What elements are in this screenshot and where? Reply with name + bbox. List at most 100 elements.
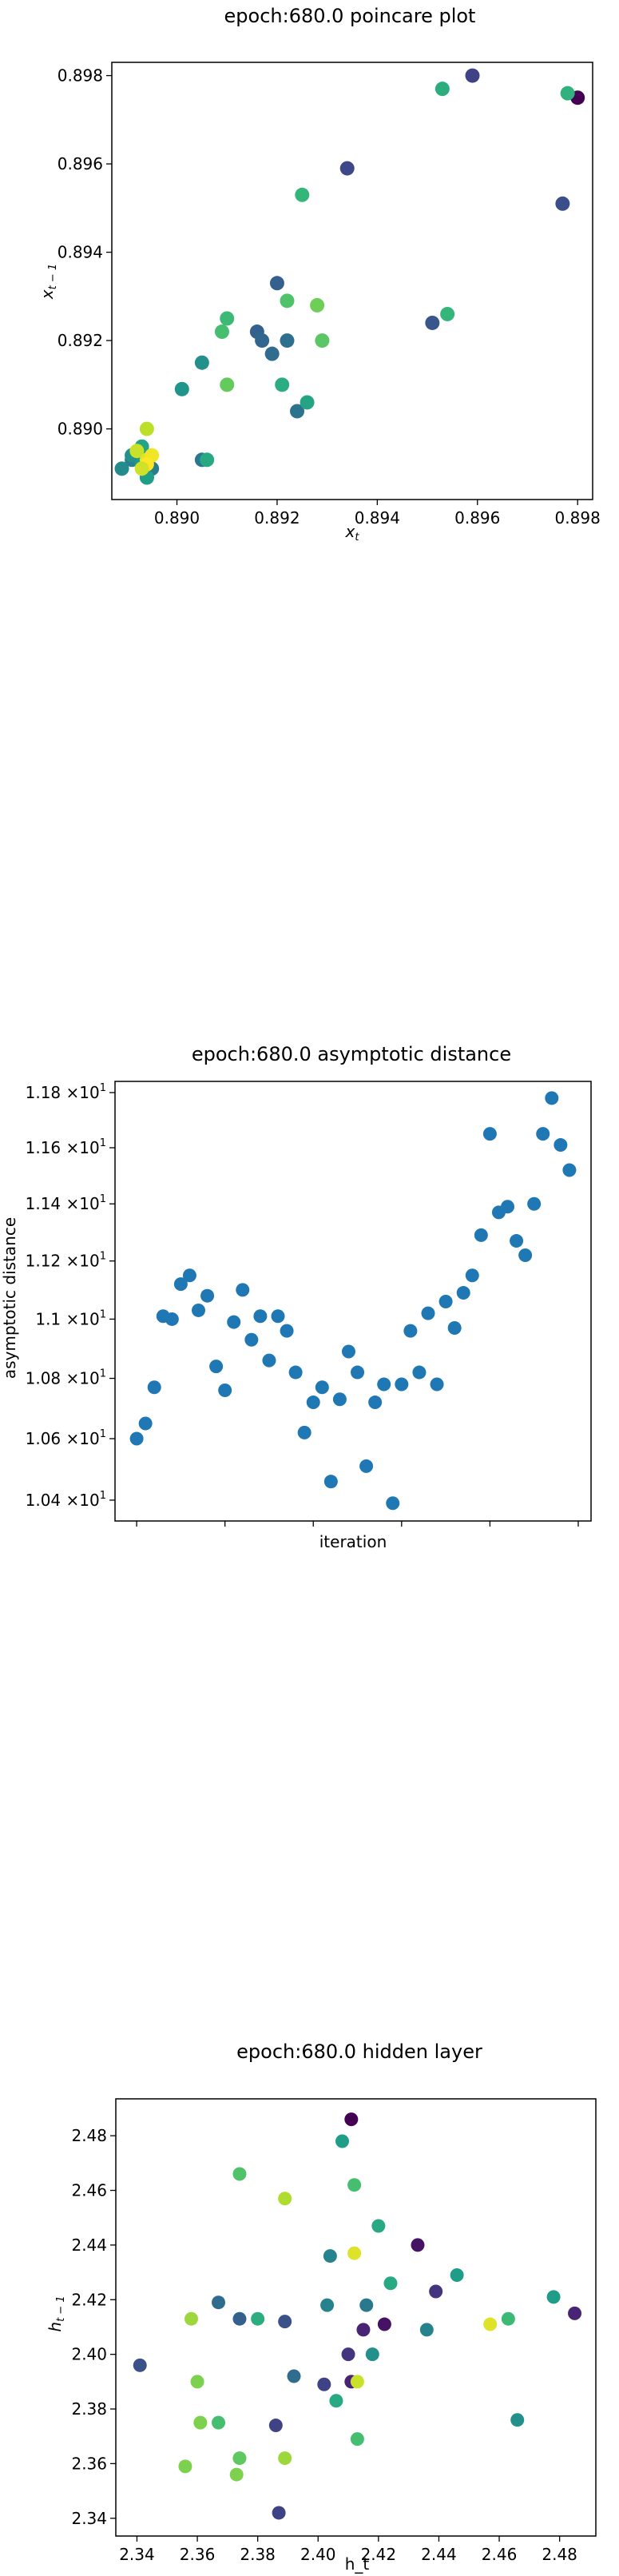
y-axis-label: xt − 1 bbox=[38, 264, 59, 300]
data-point bbox=[147, 1380, 161, 1395]
data-point bbox=[403, 1324, 418, 1338]
asymptotic-distance-chart: epoch:680.0 asymptotic distance 01020304… bbox=[26, 1043, 592, 1527]
y-tick-label: 2.34 bbox=[71, 2509, 107, 2528]
data-point bbox=[554, 1138, 568, 1153]
data-point bbox=[193, 2415, 208, 2430]
data-point bbox=[359, 2298, 374, 2312]
data-point bbox=[350, 2375, 364, 2389]
data-point bbox=[465, 68, 480, 83]
data-point bbox=[129, 444, 145, 459]
data-point bbox=[482, 1127, 497, 1141]
marks-layer bbox=[114, 68, 585, 485]
data-point bbox=[351, 1365, 365, 1380]
x-tick-label: 0.892 bbox=[254, 508, 300, 528]
data-point bbox=[332, 1392, 347, 1407]
data-point bbox=[280, 1324, 294, 1338]
data-point bbox=[232, 2167, 247, 2181]
data-point bbox=[165, 1312, 179, 1326]
data-point bbox=[329, 2394, 343, 2408]
x-tick-label: 2.36 bbox=[180, 2545, 216, 2564]
y-tick-label: 1.1 ×101 bbox=[35, 1308, 106, 1328]
data-point bbox=[190, 2375, 204, 2389]
x-axis: 2.34 2.36 2.38 2.40 2.42 2.44 2.46 2.48 bbox=[119, 2536, 577, 2564]
data-point bbox=[483, 2317, 498, 2331]
y-tick-label: 2.38 bbox=[71, 2399, 107, 2419]
data-point bbox=[200, 452, 215, 468]
data-point bbox=[359, 1459, 374, 1473]
x-tick-label: 2.44 bbox=[421, 2545, 457, 2564]
data-point bbox=[425, 315, 440, 330]
data-point bbox=[411, 2238, 425, 2252]
data-point bbox=[232, 2311, 247, 2326]
data-point bbox=[320, 2298, 335, 2312]
data-point bbox=[300, 395, 315, 410]
data-point bbox=[323, 1475, 338, 1489]
x-axis: 0.890 0.892 0.894 0.896 0.898 bbox=[154, 500, 601, 528]
plot-frame bbox=[114, 1081, 592, 1522]
y-axis: 0.890 0.892 0.894 0.896 0.898 bbox=[58, 66, 112, 439]
y-tick-label: 0.898 bbox=[58, 66, 103, 86]
data-point bbox=[220, 311, 235, 326]
data-point bbox=[341, 1344, 355, 1359]
data-point bbox=[368, 1395, 383, 1410]
plot-frame bbox=[111, 62, 593, 500]
y-tick-label: 0.894 bbox=[58, 243, 103, 262]
x-tick-label: 2.46 bbox=[482, 2545, 518, 2564]
data-point bbox=[412, 1365, 427, 1380]
data-point bbox=[275, 377, 290, 392]
data-point bbox=[434, 82, 450, 97]
data-point bbox=[227, 1315, 241, 1329]
marks-layer bbox=[133, 2112, 582, 2520]
data-point bbox=[212, 2415, 226, 2430]
data-point bbox=[527, 1196, 542, 1211]
data-point bbox=[184, 2311, 198, 2326]
data-point bbox=[229, 2467, 244, 2482]
x-axis-label: h_t bbox=[345, 2554, 370, 2574]
data-point bbox=[555, 196, 570, 211]
data-point bbox=[317, 2377, 331, 2391]
data-point bbox=[347, 2246, 362, 2260]
data-point bbox=[290, 404, 305, 419]
data-point bbox=[323, 2249, 337, 2263]
data-point bbox=[287, 2369, 301, 2383]
y-tick-label: 2.44 bbox=[71, 2236, 107, 2255]
y-tick-label: 1.04 ×101 bbox=[26, 1490, 106, 1510]
y-tick-label: 2.36 bbox=[71, 2454, 107, 2473]
chart-title: epoch:680.0 asymptotic distance bbox=[192, 1043, 511, 1065]
chart-title: epoch:680.0 poincare plot bbox=[224, 5, 476, 27]
data-point bbox=[315, 333, 330, 348]
data-point bbox=[264, 346, 280, 361]
data-point bbox=[214, 324, 229, 340]
data-point bbox=[272, 2506, 286, 2520]
data-point bbox=[271, 1309, 285, 1324]
y-tick-label: 1.14 ×101 bbox=[26, 1193, 106, 1213]
data-point bbox=[450, 2268, 464, 2283]
data-point bbox=[347, 2178, 362, 2192]
data-point bbox=[288, 1365, 303, 1380]
y-tick-label: 2.42 bbox=[71, 2290, 107, 2309]
data-point bbox=[518, 1248, 533, 1262]
x-tick-label: 0.894 bbox=[355, 508, 400, 528]
x-tick-label: 2.34 bbox=[119, 2545, 155, 2564]
data-point bbox=[447, 1320, 462, 1335]
marks-layer bbox=[129, 1091, 577, 1511]
data-point bbox=[315, 1380, 329, 1395]
data-point bbox=[178, 2459, 192, 2474]
y-tick-label: 0.896 bbox=[58, 154, 103, 173]
data-point bbox=[251, 2311, 265, 2326]
y-tick-label: 0.890 bbox=[58, 420, 103, 439]
data-point bbox=[465, 1268, 479, 1283]
data-point bbox=[395, 1377, 409, 1392]
data-point bbox=[114, 461, 129, 476]
data-point bbox=[510, 1234, 524, 1248]
data-point bbox=[182, 1268, 196, 1283]
data-point bbox=[191, 1303, 205, 1317]
data-point bbox=[278, 2451, 292, 2466]
data-point bbox=[510, 2413, 525, 2427]
x-tick-label: 0.890 bbox=[154, 508, 200, 528]
data-point bbox=[139, 421, 154, 436]
data-point bbox=[440, 306, 455, 321]
data-point bbox=[501, 1200, 515, 1214]
x-tick-label: 2.48 bbox=[542, 2545, 577, 2564]
y-tick-label: 1.06 ×101 bbox=[26, 1428, 106, 1448]
